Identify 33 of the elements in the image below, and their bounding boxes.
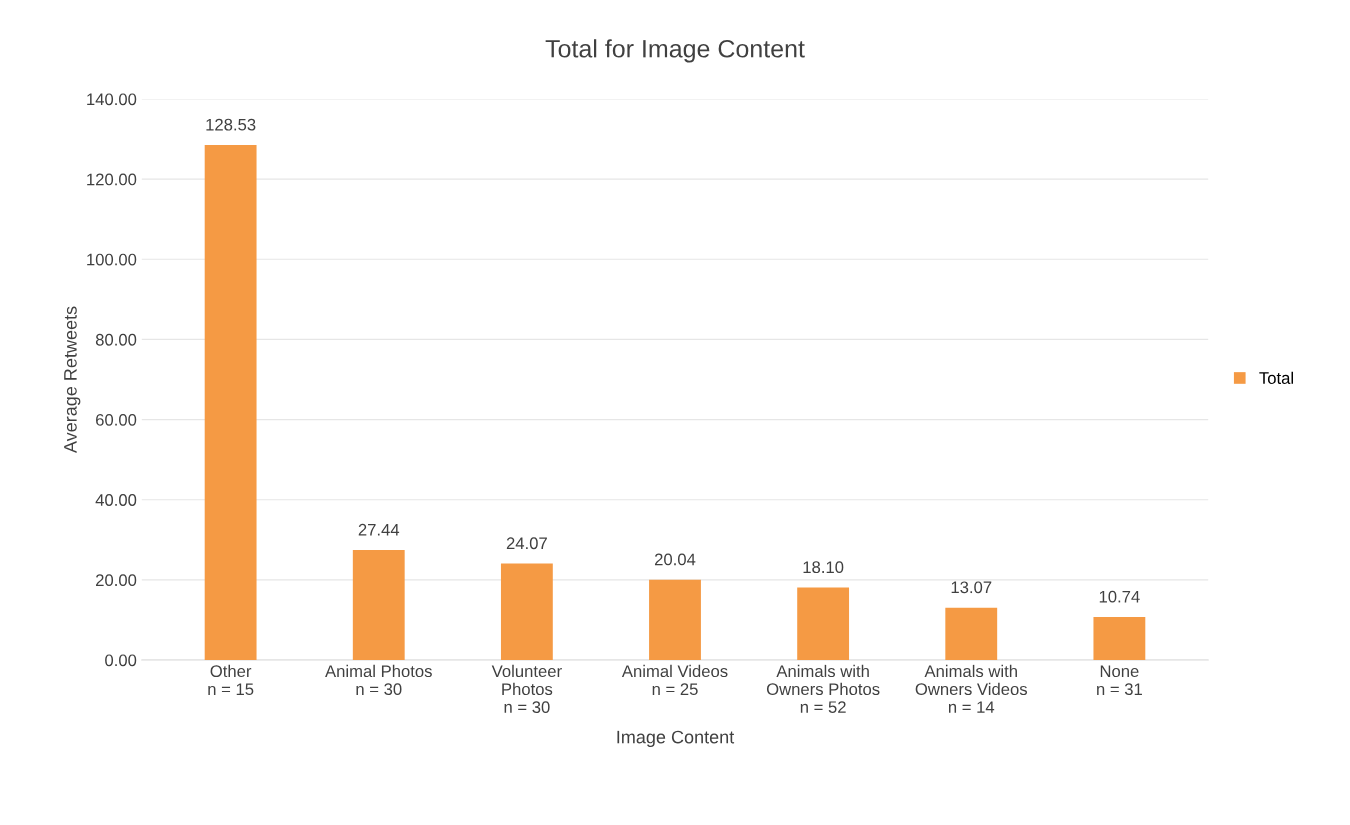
legend-label: Total xyxy=(1259,371,1293,384)
bar xyxy=(797,587,850,660)
x-tick-label: Other n = 15 xyxy=(208,664,254,696)
x-axis-title: Image Content xyxy=(617,730,735,748)
x-tick-label: Animal Videos n = 25 xyxy=(621,664,728,696)
y-tick-label: 80.00 xyxy=(95,333,137,346)
data-label: 27.44 xyxy=(358,523,400,536)
chart-title: Total for Image Content xyxy=(545,39,805,63)
y-tick-label: 60.00 xyxy=(96,413,137,426)
x-tick-label: Animals with Owners Videos n = 14 xyxy=(915,664,1028,713)
y-tick-label: 40.00 xyxy=(95,494,137,506)
data-label: 24.07 xyxy=(506,537,547,550)
x-tick-label: Animals with Owners Photos n = 52 xyxy=(766,664,880,714)
y-tick-label: 0.00 xyxy=(105,654,137,667)
y-tick-label: 20.00 xyxy=(96,574,137,587)
y-tick-label: 120.00 xyxy=(87,173,137,186)
data-label: 13.07 xyxy=(951,581,992,594)
bar xyxy=(649,579,701,660)
x-tick-label: None n = 31 xyxy=(1097,665,1142,696)
y-tick-label: 100.00 xyxy=(87,253,137,266)
data-label: 18.10 xyxy=(803,561,844,574)
bar xyxy=(204,144,257,660)
bar xyxy=(352,550,405,660)
data-label: 128.53 xyxy=(206,118,256,131)
y-axis-title: Average Retweets xyxy=(64,306,81,454)
bar xyxy=(945,607,998,660)
data-label: 10.74 xyxy=(1099,590,1140,603)
y-tick-label: 140.00 xyxy=(87,93,137,106)
bar xyxy=(1093,616,1146,660)
bar xyxy=(500,563,553,660)
x-tick-label: Animal Photos n = 30 xyxy=(325,664,432,696)
data-label: 20.04 xyxy=(654,553,696,566)
x-tick-label: Volunteer Photos n = 30 xyxy=(491,664,562,714)
